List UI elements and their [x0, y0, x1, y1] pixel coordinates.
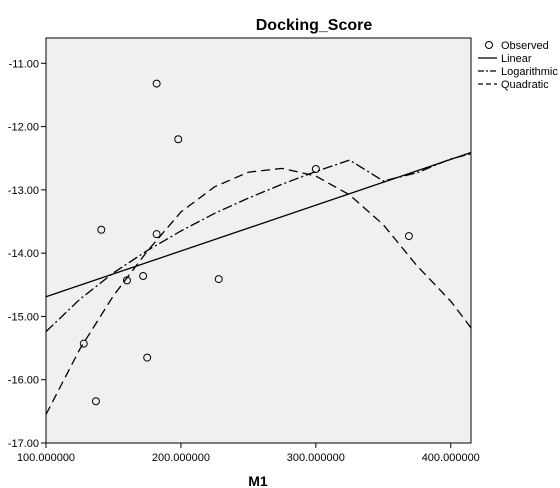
y-tick-label: -15.00: [8, 311, 39, 323]
legend-symbol-observed: [485, 41, 493, 49]
plot-area: [45, 37, 472, 444]
legend-label: Logarithmic: [501, 66, 558, 78]
x-tick-label: 400.000000: [422, 452, 480, 464]
series-line-quadratic: [45, 167, 472, 415]
y-axis-ticks: -17.00 -16.00 -15.00 -14.00 -13.00 -12.00 -11.…: [8, 58, 46, 450]
observed-point: [122, 276, 131, 285]
x-axis-title: M1: [248, 473, 268, 488]
legend-label: Quadratic: [501, 79, 549, 91]
legend-label: Observed: [501, 40, 549, 52]
legend-label: Linear: [501, 53, 532, 65]
observed-points: [79, 79, 413, 406]
x-tick-label: 300.000000: [287, 452, 345, 464]
y-tick-label: -11.00: [9, 58, 39, 70]
x-tick-label: 100.000000: [17, 452, 75, 464]
observed-point: [97, 225, 106, 234]
observed-point: [91, 397, 100, 406]
observed-point: [143, 353, 152, 362]
x-axis-ticks: 100.000000 200.000000 300.000000 400.000000: [17, 443, 480, 464]
y-tick-label: -17.00: [8, 438, 39, 450]
series-line-logarithmic: [45, 153, 472, 333]
chart-title: Docking_Score: [256, 17, 373, 34]
fit-lines: [45, 151, 472, 415]
y-tick-label: -14.00: [8, 248, 39, 260]
y-tick-label: -13.00: [8, 185, 39, 197]
observed-point: [139, 271, 148, 280]
observed-point: [404, 232, 413, 241]
observed-point: [79, 339, 88, 348]
observed-point: [214, 275, 223, 284]
x-tick-label: 200.000000: [152, 452, 210, 464]
observed-point: [174, 135, 183, 144]
observed-point: [311, 164, 320, 173]
observed-point: [152, 79, 161, 88]
observed-point: [152, 230, 161, 239]
y-tick-label: -12.00: [8, 122, 39, 134]
y-tick-label: -16.00: [8, 375, 39, 387]
